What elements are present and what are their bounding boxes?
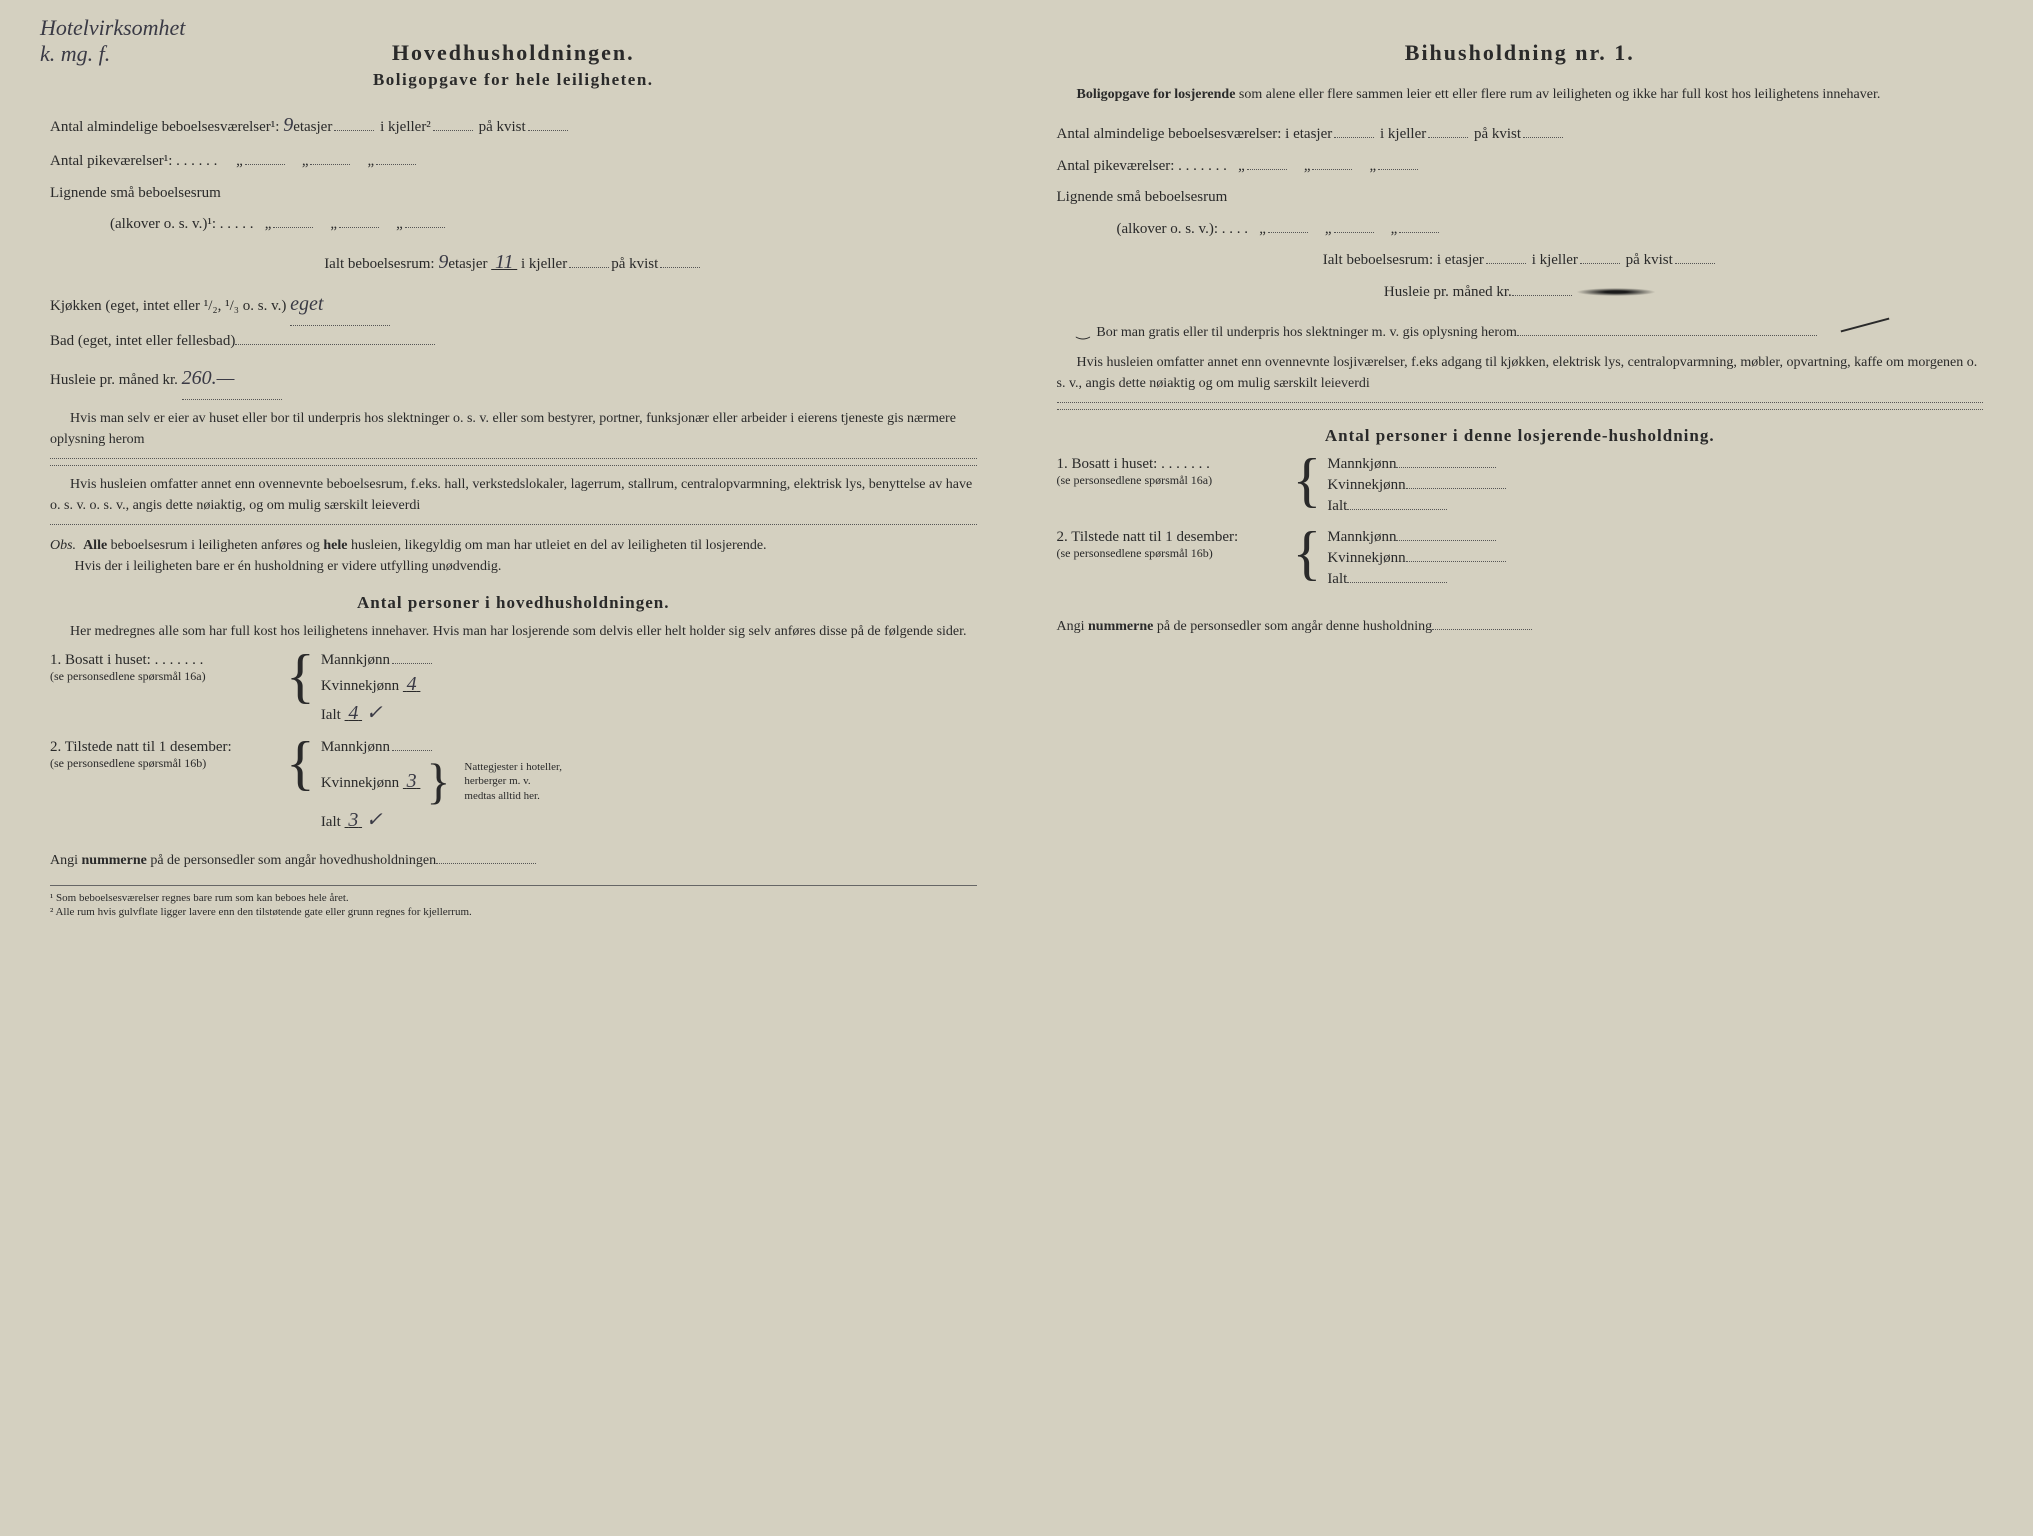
- husleie-line: Husleie pr. måned kr. 260.—: [50, 357, 977, 400]
- r-angi-line: Angi nummerne på de personsedler som ang…: [1057, 612, 1984, 641]
- r2-ialt-value: 3: [348, 809, 358, 831]
- ialt-etasjer-value: 9: [438, 251, 448, 273]
- scribble-icon: [1820, 316, 1880, 336]
- handwritten-annotation: Hotelvirksomhet k. mg. f.: [40, 15, 185, 68]
- brace-icon: {: [286, 652, 315, 700]
- ink-smudge-icon: [1576, 288, 1656, 296]
- check-icon: ✓: [366, 809, 383, 831]
- right-intro: Boligopgave for losjerende som alene ell…: [1057, 84, 1984, 105]
- obs-text1: Alle beboelsesrum i leiligheten anføres …: [83, 538, 767, 553]
- para-eier: Hvis man selv er eier av huset eller bor…: [50, 408, 977, 450]
- subtitle: Boligopgave for hele leiligheten.: [50, 70, 977, 90]
- rooms-line: Antal almindelige beboelsesværelser¹: 9e…: [50, 104, 977, 146]
- brace-icon: }: [426, 761, 450, 801]
- right-title: Bihusholdning nr. 1.: [1057, 40, 1984, 66]
- kjokken-value: eget: [290, 293, 323, 315]
- hw-line1: Hotelvirksomhet: [40, 15, 185, 41]
- brace-icon: {: [1293, 456, 1322, 504]
- r-pike-line: Antal pikeværelser: . . . . . . . „ „ „: [1057, 151, 1984, 183]
- r1-ialt-value: 4: [348, 702, 358, 724]
- r-bosatt-row: 1. Bosatt i huset: . . . . . . . (se per…: [1057, 456, 1984, 519]
- rooms-etasjer-value: 9: [283, 114, 293, 136]
- main-title: Hovedhusholdningen.: [50, 40, 977, 66]
- natt-note: Nattegjester i hoteller, herberger m. v.…: [464, 760, 564, 803]
- left-page: Hotelvirksomhet k. mg. f. Hovedhusholdni…: [30, 30, 997, 930]
- persons-title: Antal personer i hovedhusholdningen.: [50, 593, 977, 613]
- lignende-line: Lignende små beboelsesrum: [50, 178, 977, 210]
- alkover-line: (alkover o. s. v.)¹: . . . . . „ „ „: [110, 209, 977, 241]
- obs-block: Obs. Alle beboelsesrum i leiligheten anf…: [50, 535, 977, 577]
- fn1: ¹ Som beboelsesværelser regnes bare rum …: [50, 892, 977, 904]
- r-ialt-line: Ialt beboelsesrum: i etasjer i kjeller p…: [1057, 245, 1984, 277]
- right-page: Bihusholdning nr. 1. Boligopgave for los…: [1037, 30, 2004, 930]
- footnotes: ¹ Som beboelsesværelser regnes bare rum …: [50, 885, 977, 918]
- r-tilstede-row: 2. Tilstede natt til 1 desember: (se per…: [1057, 529, 1984, 592]
- r1-kvinne-value: 4: [407, 673, 417, 695]
- r-alkover-line: (alkover o. s. v.): . . . . „ „ „: [1117, 214, 1984, 246]
- brace-icon: {: [286, 739, 315, 787]
- r-lignende-line: Lignende små beboelsesrum: [1057, 182, 1984, 214]
- persons-intro: Her medregnes alle som har full kost hos…: [50, 621, 977, 642]
- para-husleie: Hvis husleien omfatter annet enn ovennev…: [50, 474, 977, 516]
- bosatt-row: 1. Bosatt i huset: . . . . . . . (se per…: [50, 652, 977, 729]
- husleie-value: 260.—: [182, 367, 235, 389]
- tilstede-row: 2. Tilstede natt til 1 desember: (se per…: [50, 739, 977, 836]
- r-gratis-para: ‿ Bor man gratis eller til underpris hos…: [1057, 316, 1984, 344]
- ialt-kjeller-value: 11: [495, 251, 514, 273]
- r2-kvinne-value: 3: [407, 770, 417, 792]
- r-husleie-line: Husleie pr. måned kr.: [1057, 277, 1984, 309]
- kjokken-line: Kjøkken (eget, intet eller ¹/₂, ¹/₃ o. s…: [50, 283, 977, 326]
- ialt-line: Ialt beboelsesrum: 9etasjer 11 i kjeller…: [50, 241, 977, 283]
- fn2: ² Alle rum hvis gulvflate ligger lavere …: [50, 906, 977, 918]
- hw-line2: k. mg. f.: [40, 41, 185, 67]
- check-icon: ✓: [366, 702, 383, 724]
- pike-line: Antal pikeværelser¹: . . . . . . „ „ „: [50, 146, 977, 178]
- r-persons-title: Antal personer i denne losjerende-hushol…: [1057, 426, 1984, 446]
- obs-text2: Hvis der i leiligheten bare er én hushol…: [75, 559, 502, 574]
- brace-icon: {: [1293, 529, 1322, 577]
- r-rooms-line: Antal almindelige beboelsesværelser: i e…: [1057, 119, 1984, 151]
- angi-line: Angi nummerne på de personsedler som ang…: [50, 846, 977, 875]
- bad-line: Bad (eget, intet eller fellesbad): [50, 326, 977, 358]
- r-para2: Hvis husleien omfatter annet enn ovennev…: [1057, 352, 1984, 394]
